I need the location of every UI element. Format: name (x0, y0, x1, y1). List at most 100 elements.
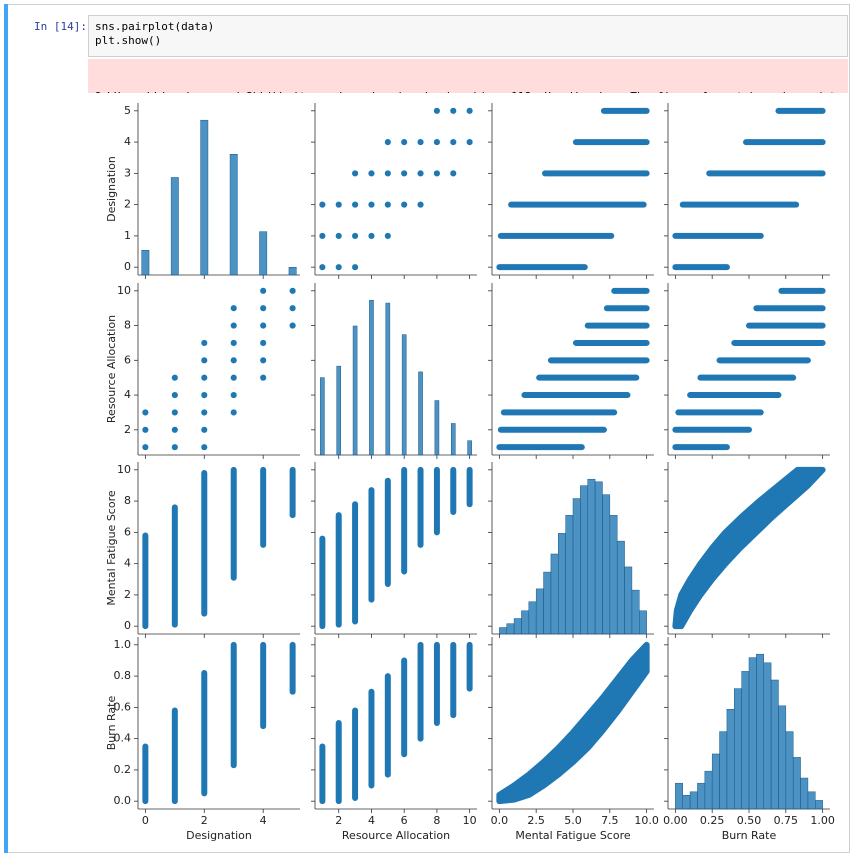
y-tick-label: 2 (124, 423, 131, 436)
x-tick-label: 0 (142, 814, 149, 827)
histogram-bar (682, 794, 691, 810)
scatter-point (230, 304, 238, 312)
histogram-bar (778, 705, 787, 810)
scatter-strip (449, 466, 457, 516)
x-tick-label: 0.75 (774, 814, 799, 827)
scatter-point (400, 169, 408, 177)
y-tick-label: 8 (124, 494, 131, 507)
scatter-strip (466, 641, 474, 693)
y-tick-label: 0.0 (114, 794, 132, 807)
warning-output: C:\Users\kiran\anaconda3\Lib\site-packag… (88, 59, 848, 93)
scatter-point (200, 443, 208, 451)
histogram-bar (815, 800, 823, 810)
x-tick-label: 4 (368, 814, 375, 827)
scatter-strip (289, 466, 297, 519)
scatter-strip (259, 641, 267, 730)
scatter-strip (745, 321, 827, 330)
y-tick-label: 0 (124, 619, 131, 632)
y-tick-label: 0.2 (114, 763, 132, 776)
scatter-strip (507, 201, 648, 209)
x-axis-label: Mental Fatigue Score (515, 829, 631, 842)
scatter-strip (259, 466, 267, 549)
scatter-point (259, 339, 267, 347)
x-tick-label: 2 (335, 814, 342, 827)
scatter-point (318, 201, 326, 209)
scatter-strip (497, 232, 615, 240)
histogram-bar (594, 481, 603, 635)
x-tick-label: 0.00 (663, 814, 688, 827)
scatter-strip (535, 374, 640, 382)
x-tick-label: 10 (463, 814, 477, 827)
scatter-strip (466, 466, 474, 508)
scatter-strip (696, 374, 797, 382)
histogram-bar (521, 610, 530, 635)
scatter-point (141, 426, 149, 434)
y-tick-label: 2 (124, 588, 131, 601)
scatter-point (367, 169, 376, 177)
scatter-strip (705, 169, 827, 177)
histogram-bar (726, 708, 735, 810)
scatter-strip (351, 500, 359, 626)
scatter-point (384, 201, 392, 209)
scatter-point (141, 408, 149, 416)
scatter-point (318, 232, 326, 240)
scatter-point (200, 339, 208, 347)
scatter-strip (600, 107, 651, 115)
histogram-bar (807, 791, 816, 810)
scatter-point (433, 138, 441, 146)
scatter-point (335, 263, 343, 271)
scatter-strip (730, 339, 827, 347)
histogram-bar (800, 777, 809, 810)
code-line: sns.pairplot(data) (95, 20, 215, 33)
scatter-strip (671, 443, 731, 451)
scatter-point (384, 169, 392, 177)
scatter-point (230, 408, 238, 416)
histogram-bar (704, 770, 713, 810)
histogram-bar (229, 154, 238, 276)
scatter-strip (671, 232, 765, 240)
scatter-point (433, 169, 441, 177)
scatter-strip (200, 669, 208, 797)
histogram-bar (697, 782, 706, 810)
histogram-bar (609, 515, 618, 635)
histogram-bar (499, 627, 507, 635)
cell-prompt: In [14]: (34, 20, 87, 33)
scatter-point (289, 322, 297, 330)
scatter-point (230, 391, 238, 399)
scatter-strip (400, 466, 408, 576)
scatter-point (230, 374, 238, 382)
histogram-bar (558, 533, 566, 635)
histogram-bar (401, 334, 407, 456)
code-input[interactable]: sns.pairplot(data) plt.show() (88, 15, 848, 57)
scatter-strip (384, 477, 392, 588)
scatter-strip (171, 503, 179, 629)
histogram-bar (602, 494, 611, 635)
y-tick-label: 6 (124, 353, 131, 366)
histogram-bar (639, 610, 647, 635)
scatter-strip (416, 641, 425, 743)
scatter-strip (141, 531, 149, 630)
scatter-strip (520, 391, 632, 399)
histogram-bar (689, 791, 698, 810)
histogram-bar (616, 540, 625, 635)
scatter-strip (495, 263, 589, 271)
histogram-bar (513, 618, 522, 635)
scatter-strip (671, 426, 753, 434)
y-tick-label: 5 (124, 104, 131, 117)
histogram-bar (200, 119, 209, 276)
x-tick-label: 10.0 (634, 814, 659, 827)
scatter-point (449, 138, 457, 146)
histogram-bar (741, 671, 750, 810)
histogram-bar (450, 423, 456, 456)
x-tick-label: 1.00 (810, 814, 835, 827)
histogram-bar (770, 679, 779, 810)
scatter-strip (777, 287, 827, 295)
scatter-point (289, 304, 297, 312)
scatter-point (230, 322, 238, 330)
y-tick-label: 4 (124, 557, 131, 570)
y-tick-label: 0 (124, 260, 131, 273)
y-tick-label: 2 (124, 198, 131, 211)
scatter-strip (400, 656, 408, 758)
